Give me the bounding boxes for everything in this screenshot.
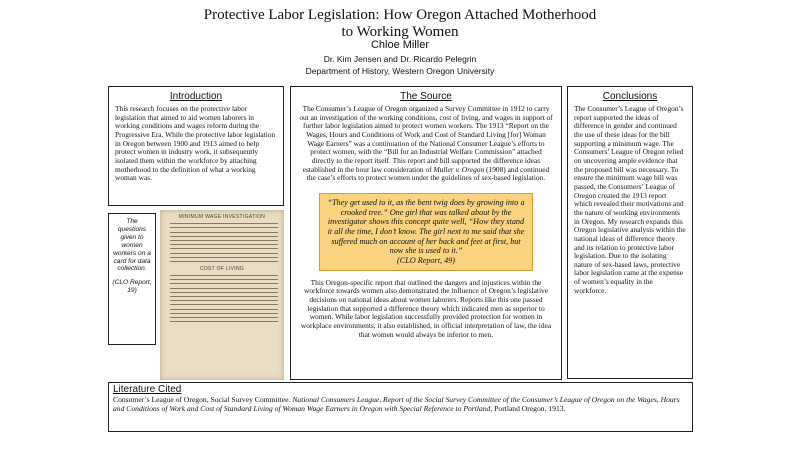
text: Consumer’s League of Oregon, Social Surv…	[113, 395, 291, 404]
author: Chloe Miller	[370, 39, 430, 51]
department: Department of History, Western Oregon Un…	[305, 66, 495, 76]
card-image: MINIMUM WAGE INVESTIGATION COST OF LIVIN…	[160, 210, 284, 380]
citation: Consumer’s League of Oregon, Social Surv…	[113, 395, 688, 413]
card-caption-box: The questions given to women workers on …	[108, 213, 156, 345]
text: (1908) and continued the case’s efforts …	[306, 164, 550, 183]
literature-panel: Literature Cited Consumer’s League of Or…	[108, 382, 693, 432]
card-heading: MINIMUM WAGE INVESTIGATION	[178, 214, 266, 220]
quote-box: “They get used to it, as the bent twig d…	[319, 192, 533, 271]
quote-citation: (CLO Report, 49)	[397, 255, 455, 265]
text: Portland Oregon. 1913.	[494, 404, 566, 414]
text: The Consumer’s League of Oregon organize…	[299, 104, 553, 174]
source-paragraph: The Consumer’s League of Oregon organize…	[299, 104, 553, 183]
introduction-panel: Introduction This research focuses on th…	[108, 86, 284, 206]
source-paragraph: This Oregon-specific report that outline…	[300, 277, 552, 339]
poster-title: Protective Labor Legislation: How Oregon…	[203, 7, 597, 40]
section-heading: Conclusions	[602, 91, 658, 102]
conclusions-text: The Consumer’s League of Oregon’s report…	[574, 104, 686, 295]
card-heading: COST OF LIVING	[199, 265, 245, 272]
work-title: National Consumers League, Report of the…	[113, 395, 680, 414]
source-panel: The Source The Consumer’s League of Oreg…	[290, 86, 562, 380]
card-citation: (CLO Report, 19)	[112, 279, 152, 295]
quote: “They get used to it, as the bent twig d…	[327, 197, 525, 256]
card-caption: The questions given to women workers on …	[113, 218, 151, 273]
introduction-text: This research focuses on the protective …	[115, 104, 276, 183]
conclusions-panel: Conclusions The Consumer’s League of Ore…	[567, 86, 693, 379]
section-heading: Introduction	[169, 91, 223, 102]
section-heading: The Source	[400, 91, 452, 102]
advisors: Dr. Kim Jensen and Dr. Ricardo Pelegrin	[323, 54, 477, 64]
section-heading: Literature Cited	[113, 384, 182, 395]
case-name: Muller v. Oregon	[433, 164, 485, 174]
